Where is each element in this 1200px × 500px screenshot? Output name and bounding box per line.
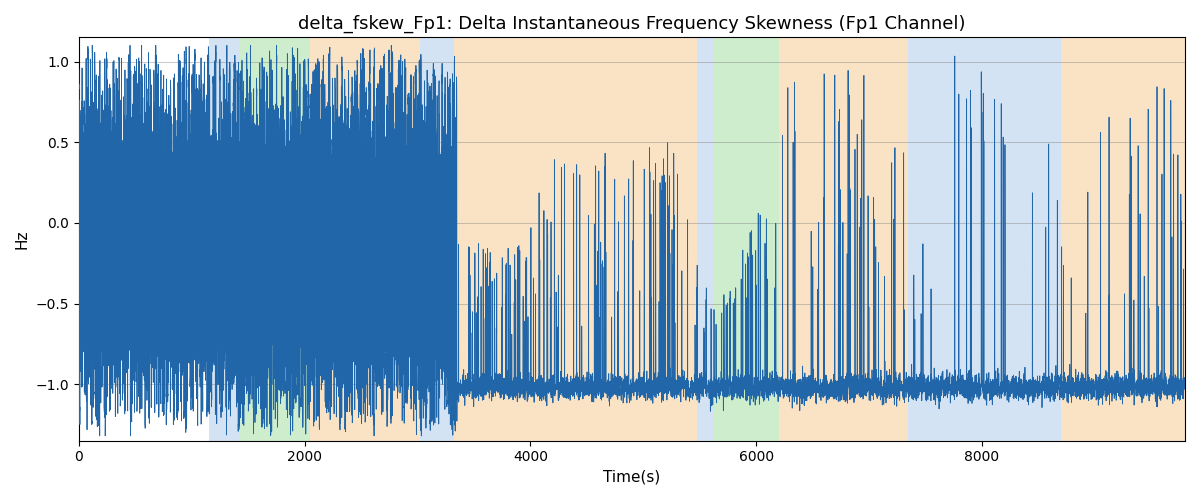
Bar	[454, 38, 697, 440]
Bar	[420, 38, 454, 440]
X-axis label: Time(s): Time(s)	[604, 470, 660, 485]
Bar	[209, 38, 240, 440]
Bar	[311, 38, 420, 440]
Title: delta_fskew_Fp1: Delta Instantaneous Frequency Skewness (Fp1 Channel): delta_fskew_Fp1: Delta Instantaneous Fre…	[299, 15, 966, 34]
Bar	[713, 38, 779, 440]
Bar	[240, 38, 311, 440]
Bar	[1061, 38, 1186, 440]
Y-axis label: Hz: Hz	[14, 230, 30, 249]
Bar	[779, 38, 908, 440]
Bar	[908, 38, 1061, 440]
Bar	[697, 38, 713, 440]
